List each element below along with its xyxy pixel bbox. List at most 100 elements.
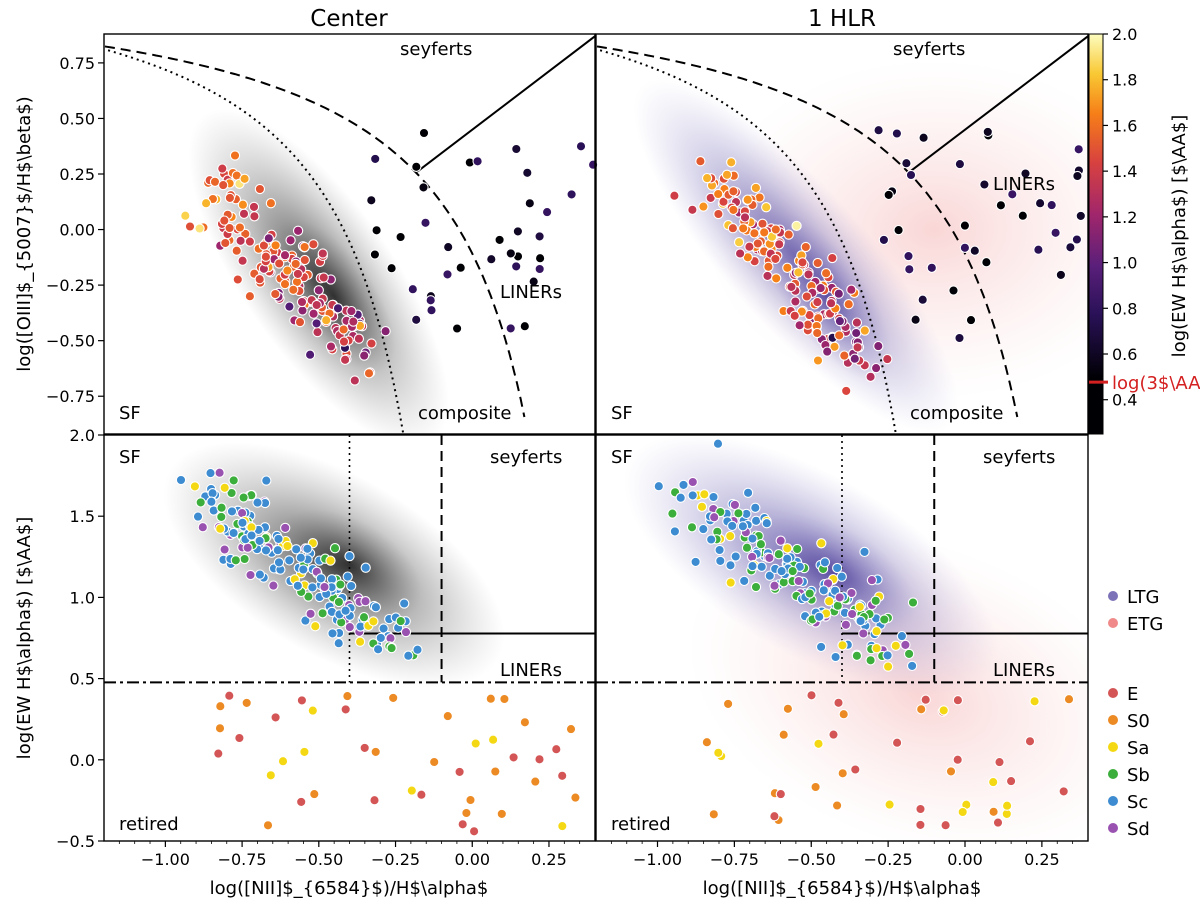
bpt-point-liner [370,153,381,165]
kewley-curve [596,45,1019,418]
whan-point-sd [840,619,852,630]
axis-ticks: −1.00 −0.75 −0.50 −0.25 0.00 0.25 −1.00 −0.75 −0… [46,54,1074,869]
bpt-point [290,258,301,270]
bpt-point [294,316,306,328]
bpt-point [815,282,826,294]
bpt-point-liner [910,314,921,325]
legend-label-sc: Sc [1127,792,1148,813]
whan-point-sc [403,650,414,661]
legend: LTG ETG E S0 Sa Sb Sc Sd [1108,587,1163,840]
bpt-point [739,212,751,223]
colorbar: log(EW H$\alpha$) [$\AA$] log(3$\AA$) 0.… [1088,25,1200,435]
bpt-point-liner [948,285,959,296]
whan-point-sc [750,502,761,513]
whan-point-sd [242,542,253,553]
whan-point-sb [903,648,915,660]
region-label-sf-tr: SF [611,403,633,424]
whan-point-sc [678,479,689,491]
whan-point-sd [764,552,775,564]
whan-point-e [992,817,1004,828]
bpt-point [794,320,805,331]
whan-point-sa [406,785,417,796]
bpt-point [321,315,332,326]
whan-point-s0 [215,701,226,712]
whan-point-sb [865,655,876,666]
whan-point-sb [303,591,314,602]
bpt-point [180,210,191,221]
whan-point-sc [342,571,353,582]
bpt-point [738,223,749,234]
whan-point-sc [344,551,355,562]
bpt-point [786,281,797,293]
whan-point-sd [305,608,316,619]
region-label-sf-br: SF [611,447,633,468]
bpt-point [727,223,739,234]
bpt-point [244,236,256,247]
whan-point-sc [260,545,272,556]
whan-point-s0 [461,807,472,819]
bpt-point-liner [522,167,533,178]
region-label-liners-bl: LINERs [500,660,562,681]
whan-point-sc [819,557,831,568]
whan-point-s0 [570,792,581,803]
whan-point-sd [219,544,230,555]
bpt-point [263,233,274,244]
bpt-point [749,228,760,239]
whan-point-sc [307,582,318,593]
x-tick-label: 0.25 [1024,850,1060,869]
whan-point-sc [653,481,664,492]
bottom-y-tick-label: −0.5 [56,832,95,851]
x-tick-label: 0.25 [531,850,567,869]
whan-point-e [920,694,931,705]
whan-point-sc [346,580,357,592]
x-tick-label: −1.00 [141,850,190,869]
bpt-point-liner [418,182,429,193]
region-label-liners-tl: LINERs [500,282,562,303]
whan-point-e [416,789,427,800]
whan-point-s0 [837,768,848,779]
bpt-point-liner [524,198,535,209]
colorbar-tick-label: 0.6 [1112,345,1137,364]
x-tick-label: −0.25 [864,850,913,869]
bpt-point [851,317,863,328]
whan-point-e [806,690,817,701]
whan-point-sb [386,642,397,654]
whan-point-e [1024,736,1036,747]
whan-point-e [1005,775,1017,787]
whan-point-sc [272,545,283,556]
panel-frame-tr [595,33,1089,435]
bpt-point-liner [411,161,422,172]
colorbar-tick-label: 1.0 [1112,254,1137,273]
colorbar-tick-label: 1.2 [1112,208,1137,227]
whan-point-e [833,697,844,708]
whan-point-s0 [810,781,821,793]
bpt-point-liner [969,245,980,256]
bottom-y-tick-label: 2.0 [70,426,95,445]
bpt-point [734,248,746,259]
whan-point-e [952,754,963,765]
whan-point-sc [412,644,423,655]
whan-point-e [359,742,370,754]
bpt-point-liner [443,241,454,253]
whan-point-sd [729,499,741,511]
whan-point-sc [295,552,306,563]
bpt-point-liner [1007,189,1018,200]
whan-point-e [296,796,307,808]
whan-point-sa [854,601,865,613]
whan-point-s0 [309,788,320,800]
whan-point-sb [317,608,328,619]
whan-point-sd [793,575,804,587]
whan-point-sc [292,580,303,591]
bpt-point-liner [528,276,539,287]
whan-point-sa [813,738,824,749]
whan-point-sc [714,544,725,556]
bpt-point [244,291,256,302]
bpt-point [873,340,884,352]
whan-point-sa [557,820,568,832]
whan-point-sa [368,616,379,627]
kewley-curve [104,45,526,418]
bpt-point [284,301,295,312]
bpt-point [217,163,228,174]
whan-point-sa [325,555,336,566]
whan-point-sc [360,562,371,573]
